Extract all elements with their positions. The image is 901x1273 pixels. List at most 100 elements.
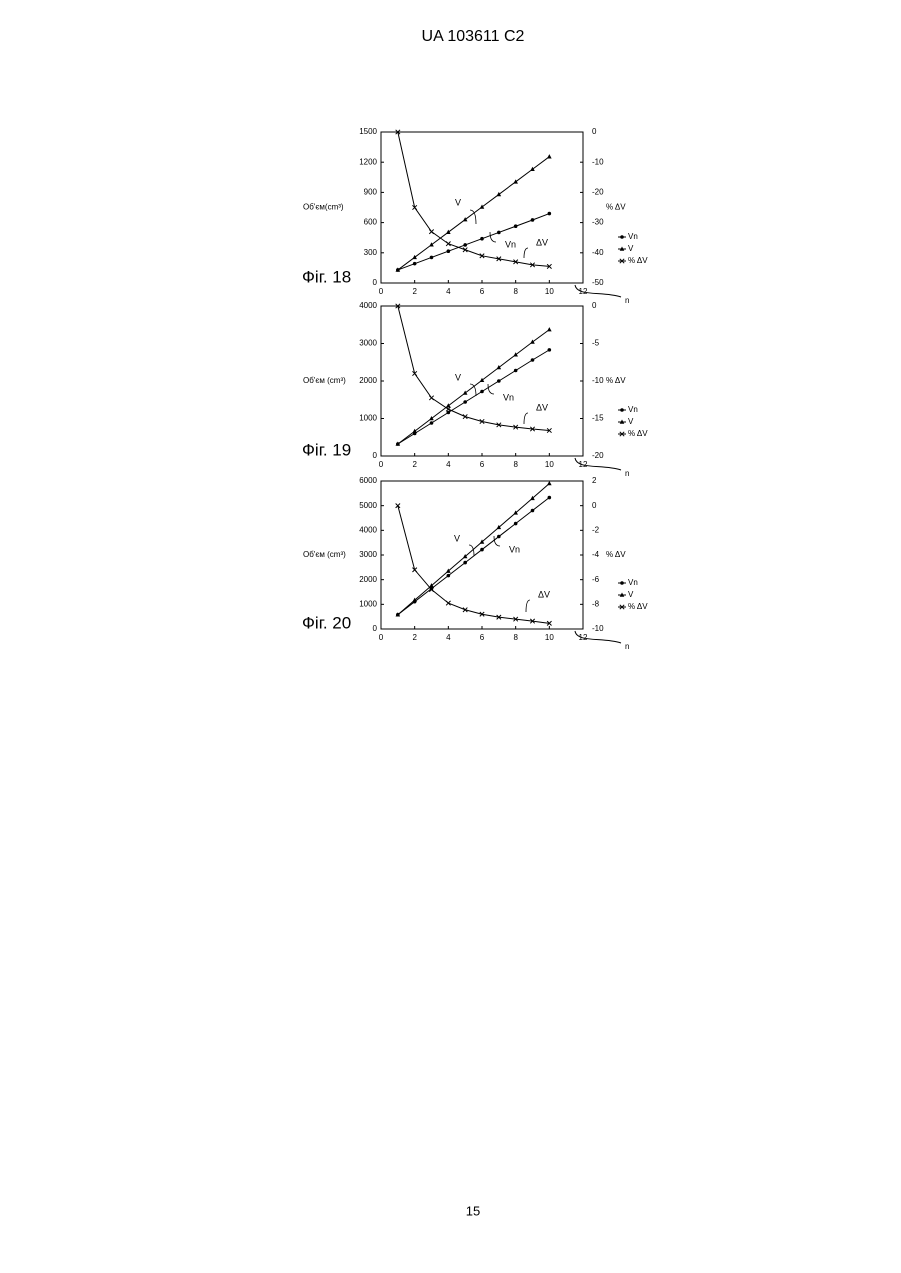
x-tick-label: 8 xyxy=(513,287,518,296)
x-tick-label: 0 xyxy=(379,287,384,296)
x-tick-label: 4 xyxy=(446,460,451,469)
marker-dot xyxy=(514,522,518,526)
x-tick-label: 10 xyxy=(545,633,554,642)
y-axis-label: Об'єм (cm³) xyxy=(303,376,346,385)
legend-label: V xyxy=(628,417,634,426)
marker-dot xyxy=(531,218,535,222)
x-tick-label: 0 xyxy=(379,460,384,469)
y-axis-label: Об'єм (cm³) xyxy=(303,550,346,559)
marker-dot xyxy=(463,243,467,247)
legend-label: V xyxy=(628,590,634,599)
legend-marker xyxy=(620,581,624,585)
marker-dot xyxy=(548,212,552,216)
y2-tick-label: -15 xyxy=(592,414,604,423)
marker-dot xyxy=(497,231,501,235)
x-axis-label: n xyxy=(625,469,629,478)
marker-dot xyxy=(497,379,501,383)
annotation: ΔV xyxy=(536,402,548,412)
y2-tick-label: 2 xyxy=(592,476,597,485)
x-tick-label: 2 xyxy=(412,287,417,296)
marker-dot xyxy=(514,369,518,373)
y2-tick-label: 0 xyxy=(592,127,597,136)
y-tick-label: 1000 xyxy=(359,599,377,608)
annotation: Vn xyxy=(505,239,516,249)
x-tick-label: 8 xyxy=(513,460,518,469)
y-axis-label: Об'єм(cm³) xyxy=(303,203,344,212)
marker-dot xyxy=(430,421,434,425)
annotation: Vn xyxy=(503,392,514,402)
marker-dot xyxy=(447,574,451,578)
x-tick-label: 0 xyxy=(379,633,384,642)
y2-axis-label: % ΔV xyxy=(606,550,626,559)
marker-dot xyxy=(531,509,535,513)
y-tick-label: 2000 xyxy=(359,376,377,385)
marker-dot xyxy=(514,224,518,228)
y2-tick-label: -30 xyxy=(592,218,604,227)
x-tick-label: 4 xyxy=(446,287,451,296)
marker-dot xyxy=(463,400,467,404)
y2-tick-label: -40 xyxy=(592,248,604,257)
figure-label: Фіг. 20 xyxy=(302,613,351,632)
x-tick-label: 2 xyxy=(412,633,417,642)
y-tick-label: 600 xyxy=(364,218,378,227)
marker-dot xyxy=(463,561,467,565)
marker-dot xyxy=(548,496,552,500)
x-tick-label: 6 xyxy=(480,633,485,642)
annotation: ΔV xyxy=(536,237,548,247)
y2-axis-label: % ΔV xyxy=(606,203,626,212)
y2-tick-label: -2 xyxy=(592,525,600,534)
y-tick-label: 1000 xyxy=(359,414,377,423)
legend-label: Vn xyxy=(628,232,638,241)
y-tick-label: 0 xyxy=(373,451,378,460)
y2-tick-label: -10 xyxy=(592,624,604,633)
y-tick-label: 1200 xyxy=(359,157,377,166)
y-tick-label: 0 xyxy=(373,278,378,287)
legend-marker xyxy=(620,408,624,412)
y-tick-label: 3000 xyxy=(359,550,377,559)
annotation: V xyxy=(455,372,461,382)
figure-label: Фіг. 19 xyxy=(302,440,351,459)
annotation: ΔV xyxy=(538,589,550,599)
legend-marker xyxy=(620,235,624,239)
marker-dot xyxy=(447,249,451,253)
y2-tick-label: -4 xyxy=(592,550,600,559)
y2-tick-label: -20 xyxy=(592,451,604,460)
y-tick-label: 0 xyxy=(373,624,378,633)
y-tick-label: 4000 xyxy=(359,525,377,534)
annotation: V xyxy=(455,197,461,207)
x-tick-label: 6 xyxy=(480,287,485,296)
legend-label: % ΔV xyxy=(628,429,648,438)
y-tick-label: 6000 xyxy=(359,476,377,485)
marker-dot xyxy=(480,390,484,394)
marker-dot xyxy=(497,535,501,539)
y2-tick-label: -50 xyxy=(592,278,604,287)
y2-axis-label: % ΔV xyxy=(606,376,626,385)
annotation: V xyxy=(454,533,460,543)
x-tick-label: 6 xyxy=(480,460,485,469)
y2-tick-label: 0 xyxy=(592,301,597,310)
header: UA 103611 C2 xyxy=(422,28,525,45)
marker-dot xyxy=(447,411,451,415)
x-tick-label: 2 xyxy=(412,460,417,469)
x-tick-label: 4 xyxy=(446,633,451,642)
marker-dot xyxy=(531,358,535,362)
figure-label: Фіг. 18 xyxy=(302,267,351,286)
page-number: 15 xyxy=(466,1203,480,1218)
marker-dot xyxy=(413,262,417,266)
y2-tick-label: 0 xyxy=(592,501,597,510)
marker-dot xyxy=(430,256,434,260)
y2-tick-label: -6 xyxy=(592,575,600,584)
x-tick-label: 8 xyxy=(513,633,518,642)
x-axis-label: n xyxy=(625,642,629,651)
y-tick-label: 2000 xyxy=(359,575,377,584)
y2-tick-label: -10 xyxy=(592,157,604,166)
marker-dot xyxy=(480,548,484,552)
annotation: Vn xyxy=(509,544,520,554)
marker-dot xyxy=(480,237,484,241)
y-tick-label: 900 xyxy=(364,188,378,197)
legend-label: Vn xyxy=(628,578,638,587)
page: {"header": "UA 103611 C2", "page_number"… xyxy=(0,0,901,1273)
legend-label: V xyxy=(628,244,634,253)
marker-dot xyxy=(548,348,552,352)
legend-label: % ΔV xyxy=(628,602,648,611)
